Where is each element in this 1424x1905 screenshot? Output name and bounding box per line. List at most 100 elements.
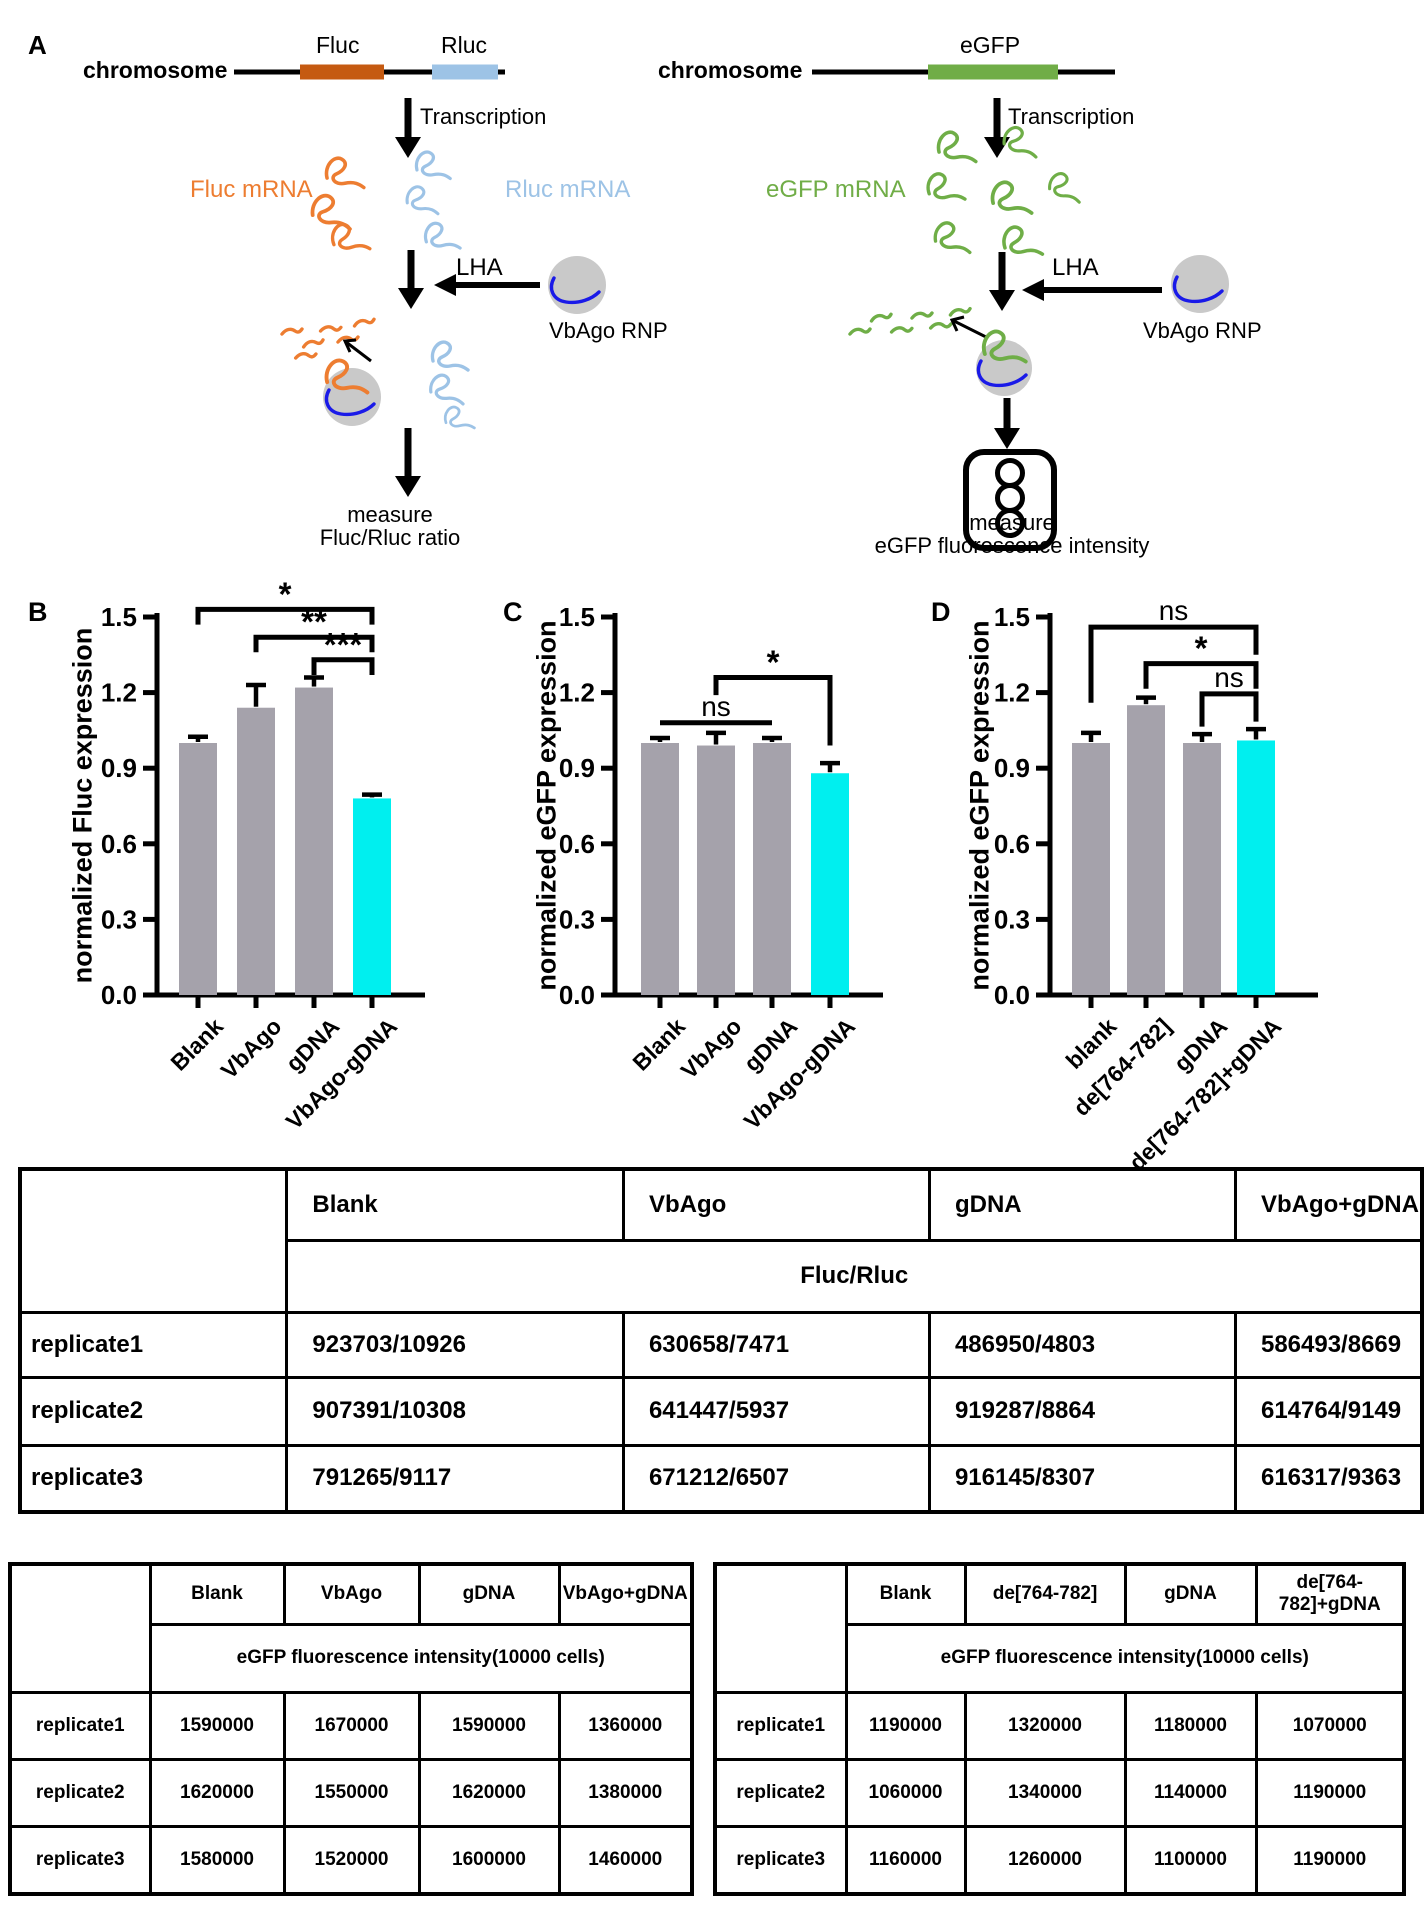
panel-a-label: A (28, 30, 47, 60)
rnp-cleaving-fluc (323, 358, 381, 426)
significance-label: *** (324, 626, 363, 663)
significance-label: * (279, 575, 292, 612)
transcription-arrow-left (395, 98, 421, 158)
y-tick-label: 0.9 (559, 753, 595, 783)
y-tick-label: 0.0 (101, 980, 137, 1010)
bar-VbAgo (237, 707, 275, 995)
value-cell: 919287/8864 (927, 1375, 1237, 1447)
table-row: replicate2 1060000 1340000 1140000 1190000 (713, 1757, 1406, 1828)
significance-bracket (253, 634, 375, 653)
column-header: VbAgo+gDNA (1233, 1167, 1424, 1242)
row-header: replicate2 (18, 1375, 289, 1447)
arrow-down-left-2 (398, 250, 424, 309)
row-header: replicate1 (8, 1690, 152, 1761)
bar-blank (1072, 743, 1110, 995)
table-row: replicate1 1190000 1320000 1180000 1070000 (713, 1690, 1406, 1761)
y-tick-label: 1.2 (994, 678, 1030, 708)
egfp-gene-box (928, 64, 1058, 80)
egfp-gene-label: eGFP (960, 32, 1021, 58)
y-tick-label: 0.9 (101, 753, 137, 783)
value-cell: 1590000 (148, 1690, 286, 1761)
y-tick-label: 1.2 (559, 678, 595, 708)
significance-bracket (1143, 661, 1259, 689)
value-cell: 1070000 (1254, 1690, 1406, 1761)
vbago-rnp-right (1171, 255, 1229, 313)
bar-gDNA (753, 743, 791, 995)
panel-C-label: C (503, 597, 523, 627)
chromosome-label-left: chromosome (83, 57, 228, 83)
vbago-rnp-left (548, 256, 606, 314)
y-tick-label: 0.0 (559, 980, 595, 1010)
significance-bracket (195, 606, 375, 625)
table-row: replicate1 923703/10926 630658/7471 486950/… (18, 1310, 1424, 1379)
y-tick-label: 0.6 (994, 829, 1030, 859)
value-cell: 630658/7471 (621, 1310, 931, 1379)
y-tick-label: 1.2 (101, 678, 137, 708)
row-header: replicate2 (8, 1757, 152, 1828)
column-header: gDNA (417, 1562, 561, 1626)
x-category-label: VbAgo (675, 1013, 747, 1084)
significance-bracket (713, 675, 833, 746)
fluc-gene-box (300, 64, 384, 80)
significance-label: * (1195, 630, 1208, 667)
value-cell: 1580000 (148, 1824, 286, 1896)
flow-cytometer-icon (963, 449, 1057, 551)
table-row: replicate3 1160000 1260000 1100000 1190000 (713, 1824, 1406, 1896)
y-tick-label: 0.9 (994, 753, 1030, 783)
significance-bracket (1199, 691, 1259, 727)
y-tick-label: 1.5 (101, 602, 137, 632)
value-cell: 616317/9363 (1233, 1443, 1424, 1514)
panel-a-diagram (234, 64, 1229, 551)
significance-bracket (1088, 624, 1259, 703)
value-cell: 1180000 (1123, 1690, 1258, 1761)
rluc-gene-box (432, 64, 498, 80)
bar-gDNA (295, 687, 333, 995)
bar-VbAgo (697, 745, 735, 995)
rluc-gene-label: Rluc (441, 32, 488, 58)
corner-cell (18, 1167, 289, 1314)
measure-label-right-1: measure (969, 510, 1055, 535)
value-cell: 1160000 (844, 1824, 967, 1896)
corner-cell (713, 1562, 848, 1694)
y-tick-label: 0.3 (994, 904, 1030, 934)
value-cell: 1320000 (963, 1690, 1127, 1761)
row-header: replicate1 (713, 1690, 848, 1761)
measure-label-right-2: eGFP fluorescence intensity (874, 533, 1150, 558)
table-row: replicate1 1590000 1670000 1590000 1360000 (8, 1690, 694, 1761)
value-cell: 586493/8669 (1233, 1310, 1424, 1379)
column-header: gDNA (927, 1167, 1237, 1242)
span-header: eGFP fluorescence intensity(10000 cells) (148, 1622, 694, 1694)
row-header: replicate3 (713, 1824, 848, 1896)
column-header: VbAgo+gDNA (557, 1562, 694, 1626)
row-header: replicate3 (8, 1824, 152, 1896)
significance-label: ns (701, 691, 731, 722)
chromosome-label-right: chromosome (658, 57, 803, 83)
value-cell: 1340000 (963, 1757, 1127, 1828)
transcription-arrow-right (984, 98, 1010, 158)
vbago-rnp-label-right: VbAgo RNP (1143, 318, 1262, 343)
table-row: replicate2 907391/10308 641447/5937 919287/… (18, 1375, 1424, 1447)
y-tick-label: 0.3 (559, 904, 595, 934)
arrow-measure-right (994, 398, 1020, 449)
significance-label: ns (1214, 662, 1244, 693)
rnp-cleaving-egfp (976, 327, 1032, 396)
bar-de[764-782] (1127, 705, 1165, 995)
significance-label: ** (301, 603, 327, 640)
chart-plot-D: 0.0 0.3 0.6 0.9 1.2 1.5 ns*ns (994, 595, 1318, 1010)
y-tick-label: 0.0 (994, 980, 1030, 1010)
value-cell: 1550000 (282, 1757, 421, 1828)
y-tick-label: 0.6 (101, 829, 137, 859)
y-tick-label: 1.5 (559, 602, 595, 632)
lha-label-right: LHA (1052, 254, 1099, 281)
row-header: replicate3 (18, 1443, 289, 1514)
lha-label-left: LHA (456, 254, 503, 281)
rluc-mrna-label: Rluc mRNA (505, 176, 631, 203)
value-cell: 671212/6507 (621, 1443, 931, 1514)
value-cell: 791265/9117 (285, 1443, 625, 1514)
value-cell: 1620000 (417, 1757, 561, 1828)
value-cell: 923703/10926 (285, 1310, 625, 1379)
transcription-label-left: Transcription (420, 104, 547, 129)
transcription-label-right: Transcription (1008, 104, 1135, 129)
